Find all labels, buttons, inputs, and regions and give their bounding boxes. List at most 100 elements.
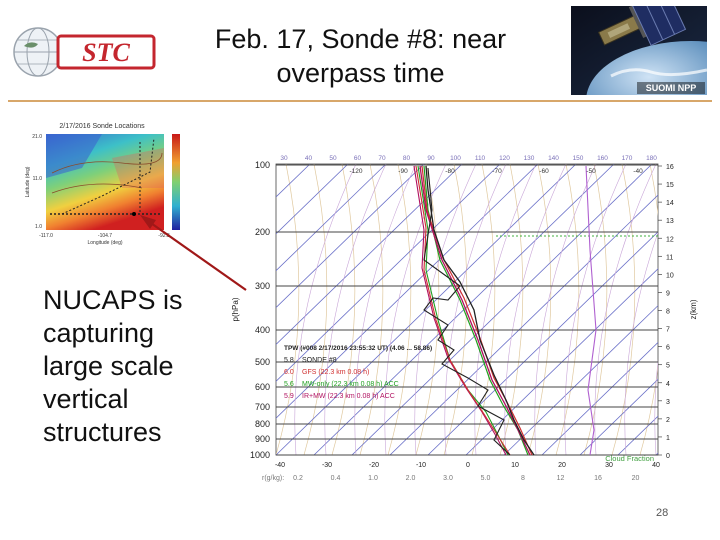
stc-logo: STC bbox=[13, 27, 156, 77]
isotherm bbox=[389, 194, 658, 455]
map-xtick: -117.0 bbox=[39, 233, 53, 239]
page-number: 28 bbox=[656, 507, 669, 519]
moist-adiabat bbox=[384, 164, 447, 455]
dry-adiabat bbox=[583, 164, 608, 455]
bottom-temp-tick: -40 bbox=[275, 462, 285, 469]
pressure-axis-label: p(hPa) bbox=[231, 297, 240, 321]
dry-adiabat bbox=[668, 164, 691, 455]
map-ylabel: Latitude (deg) bbox=[25, 166, 31, 197]
mixing-ratio-tick: 3.0 bbox=[443, 475, 453, 482]
map-title: 2/17/2016 Sonde Locations bbox=[59, 123, 145, 130]
top-temp-tick: 180 bbox=[646, 155, 657, 162]
suomi-npp-image: SUOMI NPP bbox=[571, 6, 707, 95]
top-temp-tick: 150 bbox=[573, 155, 584, 162]
height-tick: 6 bbox=[666, 345, 670, 352]
pressure-tick: 600 bbox=[255, 382, 270, 392]
top-temp-tick: 120 bbox=[499, 155, 510, 162]
top-temp-tick: 30 bbox=[280, 155, 288, 162]
dry-adiabat bbox=[359, 164, 384, 455]
top-temp-tick: 60 bbox=[354, 155, 362, 162]
height-tick: 14 bbox=[666, 200, 674, 207]
top-temp-tick2: -50 bbox=[586, 168, 596, 175]
height-tick: 12 bbox=[666, 236, 674, 243]
pressure-tick: 100 bbox=[255, 160, 270, 170]
mixing-ratio-tick: 20 bbox=[632, 475, 640, 482]
sonde-dew-profile bbox=[423, 167, 511, 456]
dry-adiabat bbox=[415, 164, 440, 455]
map-ytick: 1.0 bbox=[35, 224, 42, 230]
top-temp-tick2: -60 bbox=[539, 168, 549, 175]
moist-adiabat bbox=[594, 164, 657, 455]
bottom-temp-tick: 20 bbox=[558, 462, 566, 469]
map-ytick: 11.0 bbox=[33, 176, 43, 182]
top-temp-tick: 130 bbox=[524, 155, 535, 162]
mixing-ratio-tick: 1.0 bbox=[368, 475, 378, 482]
irmw-temp-profile bbox=[419, 165, 531, 456]
mixing-ratio-tick: 0.4 bbox=[331, 475, 341, 482]
map-xtick: -92.3 bbox=[158, 233, 170, 239]
pressure-tick: 800 bbox=[255, 419, 270, 429]
isotherm bbox=[276, 164, 463, 345]
bottom-temp-tick: -10 bbox=[416, 462, 426, 469]
top-temp-tick: 170 bbox=[622, 155, 633, 162]
bottom-temp-tick: -30 bbox=[322, 462, 332, 469]
moist-adiabat bbox=[534, 164, 597, 455]
pressure-tick: 900 bbox=[255, 434, 270, 444]
bottom-temp-tick: -20 bbox=[369, 462, 379, 469]
legend-label: SONDE #8 bbox=[302, 357, 337, 364]
irmw-dew-profile bbox=[413, 165, 507, 456]
dry-adiabat bbox=[611, 164, 636, 455]
top-temp-tick: 40 bbox=[305, 155, 313, 162]
legend-header: TPW (#008 2/17/2016 23:55:32 UT) (4.06 .… bbox=[284, 345, 432, 352]
dry-adiabat bbox=[303, 164, 328, 455]
dry-adiabat bbox=[527, 164, 552, 455]
dry-adiabat bbox=[639, 164, 658, 455]
height-tick: 2 bbox=[666, 417, 670, 424]
moist-adiabat bbox=[444, 164, 507, 455]
legend-label: GFS (22.3 km 0.08 h) bbox=[302, 369, 369, 376]
top-temp-tick: 90 bbox=[427, 155, 435, 162]
isotherm bbox=[655, 452, 658, 455]
satellite-label: SUOMI NPP bbox=[646, 83, 697, 93]
legend-value: 5.6 bbox=[284, 381, 294, 388]
plot-frame bbox=[275, 163, 659, 456]
skewt-diagram: 1002003004005006007008009001000161514131… bbox=[231, 155, 698, 482]
pressure-tick: 200 bbox=[255, 227, 270, 237]
sonde-temp-profile bbox=[425, 165, 535, 456]
top-temp-tick2: -70 bbox=[492, 168, 502, 175]
isotherm bbox=[276, 164, 539, 419]
slide-title: Feb. 17, Sonde #8: near overpass time bbox=[214, 24, 507, 88]
legend-label: IR+MW (22.3 km 0.08 h) ACC bbox=[302, 393, 395, 400]
mixing-ratio-tick: 8 bbox=[521, 475, 525, 482]
dry-adiabat bbox=[276, 164, 300, 455]
header-divider bbox=[8, 100, 712, 102]
legend-value: 5.8 bbox=[284, 357, 294, 364]
map-xlabel: Longitude (deg) bbox=[87, 240, 122, 246]
legend-value: 5.9 bbox=[284, 393, 294, 400]
pressure-tick: 500 bbox=[255, 357, 270, 367]
top-temp-tick2: -90 bbox=[398, 168, 408, 175]
isotherm bbox=[465, 268, 658, 455]
height-tick: 9 bbox=[666, 290, 670, 297]
mixing-ratio-tick: 12 bbox=[557, 475, 565, 482]
pressure-tick: 400 bbox=[255, 325, 270, 335]
isotherm bbox=[503, 305, 658, 455]
height-tick: 13 bbox=[666, 218, 674, 225]
moist-adiabat bbox=[324, 164, 387, 455]
height-tick: 16 bbox=[666, 164, 674, 171]
top-temp-tick: 70 bbox=[378, 155, 386, 162]
height-tick: 1 bbox=[666, 435, 670, 442]
isotherm bbox=[276, 164, 425, 309]
bottom-temp-tick: 10 bbox=[511, 462, 519, 469]
moist-adiabat bbox=[294, 164, 357, 455]
moist-adiabat bbox=[474, 164, 537, 455]
bottom-temp-tick: 30 bbox=[605, 462, 613, 469]
height-axis-label: z(km) bbox=[689, 299, 698, 319]
top-temp-tick: 160 bbox=[597, 155, 608, 162]
height-tick: 5 bbox=[666, 363, 670, 370]
mixing-ratio-tick: 2.0 bbox=[406, 475, 416, 482]
pressure-tick: 1000 bbox=[250, 450, 270, 460]
height-tick: 3 bbox=[666, 399, 670, 406]
bottom-temp-tick: 0 bbox=[466, 462, 470, 469]
cloud-fraction-trace bbox=[585, 165, 597, 456]
